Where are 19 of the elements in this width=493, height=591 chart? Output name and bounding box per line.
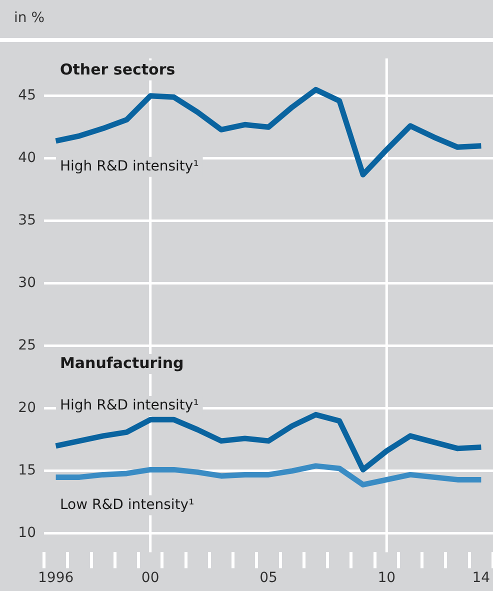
y-tick-label: 45: [18, 88, 36, 104]
y-tick-label: 40: [18, 150, 36, 166]
y-tick-label: 35: [18, 212, 36, 229]
x-tick-label: 10: [378, 570, 396, 586]
y-tick-label: 30: [18, 275, 36, 292]
x-tick-label: 1996: [38, 570, 74, 586]
x-tick-label: 05: [260, 570, 278, 586]
series-label: Low R&D intensity¹: [60, 496, 194, 513]
annotation: Manufacturing: [60, 354, 184, 372]
y-tick-label: 20: [18, 400, 36, 416]
annotation: Other sectors: [60, 60, 176, 78]
y-axis-title: in %: [14, 10, 45, 26]
series-label: High R&D intensity¹: [60, 158, 199, 175]
y-tick-label: 10: [18, 525, 36, 542]
series-label: High R&D intensity¹: [60, 398, 199, 414]
y-tick-label: 15: [18, 462, 36, 479]
y-tick-label: 25: [18, 338, 36, 354]
x-tick-label: 00: [141, 570, 160, 586]
x-tick-label: 14: [472, 570, 490, 586]
